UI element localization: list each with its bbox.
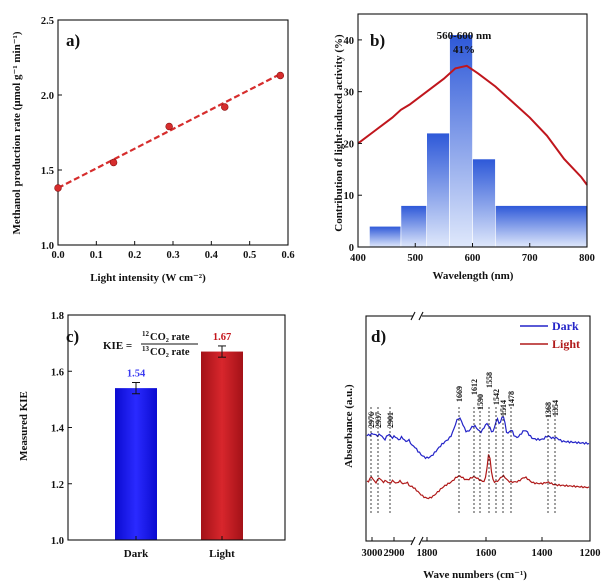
panel-d-axis-break-gap [413, 312, 422, 320]
panel-d-peak-label: 1514 [499, 400, 508, 416]
panel-a-y-tick-label: 1.0 [41, 241, 54, 252]
kie-formula-den-rest: CO₂ rate [150, 347, 190, 358]
panel-c-x-tick-label: Dark [124, 548, 149, 560]
panel-c-y-tick-label: 1.8 [51, 311, 64, 322]
panel-a-data-point [221, 103, 229, 111]
legend-dark-label: Dark [552, 319, 579, 333]
panel-b-y-axis-label: Contribution of light-induced activity (… [333, 34, 345, 232]
panel-d-x-tick-label: 1200 [580, 548, 601, 559]
panel-a-label: a) [66, 31, 80, 50]
panel-b-spectrum-line [357, 64, 588, 186]
panel-b-y-tick-label: 20 [344, 139, 355, 150]
panel-d-peak-label: 1354 [551, 400, 560, 416]
panel-d-peak-label: 2976 [367, 412, 376, 428]
panel-d-axis-break-mark [418, 536, 424, 546]
panel-c-y-tick-label: 1.0 [51, 536, 64, 547]
panel-b-y-tick-label: 0 [349, 243, 354, 254]
panel-a-x-tick-label: 0.0 [51, 250, 64, 261]
panel-d-peak-label: 2901 [386, 412, 395, 428]
panel-c-bar-dark [115, 388, 157, 540]
panel-c-y-tick-label: 1.2 [51, 480, 64, 491]
panel-b-bar [495, 205, 588, 248]
panel-a-y-tick-label: 2.5 [41, 16, 54, 27]
panel-d-peak-label: 1478 [507, 391, 516, 407]
panel-a-data-point [276, 71, 285, 80]
panel-d-peak-label: 1558 [485, 372, 494, 388]
panel-c-x-tick-label: Light [209, 548, 235, 560]
legend-light-label: Light [552, 337, 580, 351]
panel-c-label: c) [66, 327, 79, 346]
panel-b-bar [426, 132, 450, 248]
panel-d-frame [365, 315, 591, 542]
panel-d-peak-label: 1590 [476, 394, 485, 410]
panel-d-x-tick-label: 3000 [362, 548, 383, 559]
panel-d-x-tick-label: 1400 [532, 548, 553, 559]
panel-a-x-tick-label: 0.1 [90, 250, 103, 261]
panel-b-x-tick-label: 500 [407, 253, 423, 264]
panel-d-x-tick-label: 1800 [417, 548, 438, 559]
panel-d-axis-break-mark [410, 536, 416, 546]
panel-b-x-tick-label: 600 [465, 253, 481, 264]
panel-b-x-tick-label: 700 [522, 253, 538, 264]
kie-formula: KIE = 12 CO₂ rate 13 CO₂ rate [103, 330, 198, 358]
panel-d-peak-label: 1368 [544, 402, 553, 418]
panel-d-axis-break-mark [410, 311, 416, 321]
panel-d-axis-break-gap [413, 537, 422, 545]
kie-formula-num-rest: CO₂ rate [150, 332, 190, 343]
panel-a-x-tick-label: 0.2 [128, 250, 141, 261]
panel-c-value-label: 1.67 [213, 332, 231, 343]
panel-a-y-axis-label: Methanol production rate (μmol g⁻¹ min⁻¹… [11, 31, 23, 234]
panel-d-peak-label: 1542 [492, 389, 501, 405]
panel-c-y-tick-label: 1.6 [51, 367, 64, 378]
panel-a-data-point [54, 184, 62, 192]
panel-a-y-tick-label: 1.5 [41, 166, 54, 177]
panel-c-chart: 1.54 Dark 1.67 Light 1.0 1.2 1.4 1.6 1.8 [51, 311, 286, 560]
panel-c-y-axis-label: Measured KIE [18, 391, 30, 461]
panel-a-x-tick-label: 0.4 [205, 250, 219, 261]
panel-d-x-axis-label: Wave numbers (cm⁻¹) [423, 569, 527, 581]
panel-b-bar [472, 158, 496, 248]
panel-d-peak-label: 1612 [470, 379, 479, 395]
panel-a-x-tick-label: 0.5 [243, 250, 256, 261]
panel-b-x-tick-label: 400 [350, 253, 366, 264]
panel-d-series-dark [366, 416, 590, 460]
kie-formula-num-mass: 12 [142, 330, 150, 338]
panel-b-x-axis-label: Wavelength (nm) [433, 270, 514, 282]
panel-d-peak-label: 1669 [455, 386, 464, 402]
kie-formula-den-mass: 13 [142, 345, 150, 353]
panel-b-y-tick-label: 30 [344, 88, 355, 99]
panel-a-frame [57, 19, 289, 246]
panel-a-x-tick-label: 0.6 [281, 250, 294, 261]
panel-d-label: d) [371, 327, 386, 346]
panel-d-series-light [366, 454, 590, 500]
panel-b-annotation-range: 560-600 nm [437, 30, 492, 42]
panel-b-label: b) [370, 31, 385, 50]
panel-a-x-axis-label: Light intensity (W cm⁻²) [90, 272, 206, 284]
panel-a-fit-line [57, 73, 281, 189]
kie-formula-lhs: KIE = [103, 340, 132, 352]
panel-d-y-axis-label: Absorbance (a.u.) [343, 384, 355, 468]
panel-d-peak-label: 2937 [374, 412, 383, 428]
panel-a-y-tick-label: 2.0 [41, 91, 54, 102]
panel-b-annotation-value: 41% [453, 44, 475, 56]
panel-c-value-label: 1.54 [127, 369, 146, 380]
panel-a-data-point [109, 158, 118, 167]
panel-a-chart: 0.0 0.1 0.2 0.3 0.4 0.5 0.6 1.0 1.5 2.0 2.5 [41, 16, 295, 261]
panel-c-bar-light [201, 351, 243, 540]
panel-d-x-tick-label: 2900 [384, 548, 405, 559]
panel-a-x-tick-label: 0.3 [166, 250, 179, 261]
panel-b-y-tick-label: 10 [344, 191, 355, 202]
panel-a-data-point [165, 122, 173, 131]
panel-d-x-tick-label: 1600 [476, 548, 497, 559]
panel-b-x-tick-label: 800 [579, 253, 595, 264]
panel-b-bar [400, 205, 428, 248]
panel-b-chart: 400 500 600 700 800 0 10 20 30 40 [344, 13, 595, 264]
panel-d-axis-break-mark [418, 311, 424, 321]
panel-c-y-tick-label: 1.4 [51, 424, 65, 435]
panel-b-y-tick-label: 40 [344, 36, 355, 47]
panel-b-bar [369, 225, 402, 248]
